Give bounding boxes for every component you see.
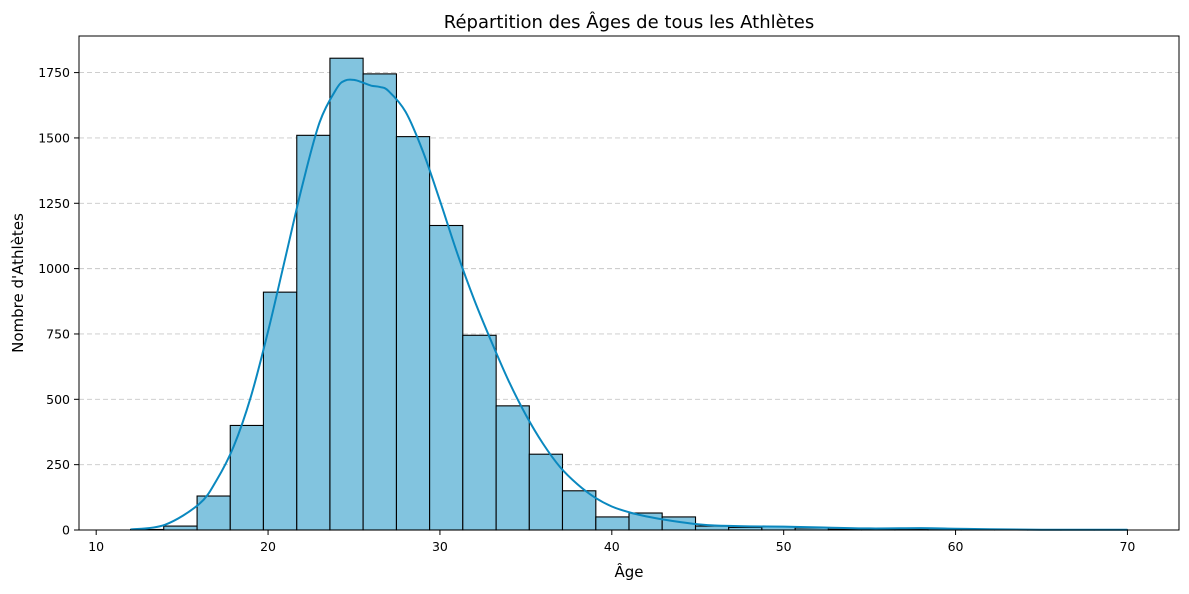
y-tick-label: 250	[46, 457, 70, 472]
histogram-bar	[596, 517, 629, 530]
x-tick-label: 60	[948, 539, 964, 554]
histogram-bar	[562, 491, 595, 530]
histogram-bar	[330, 58, 363, 530]
x-tick-label: 30	[432, 539, 448, 554]
y-tick-label: 1750	[38, 65, 70, 80]
x-tick-label: 20	[260, 539, 276, 554]
y-axis-label: Nombre d'Athlètes	[9, 213, 27, 353]
histogram-bar	[396, 137, 429, 530]
histogram-bar	[529, 454, 562, 530]
histogram-bar	[430, 225, 463, 530]
y-tick-label: 1500	[38, 130, 70, 145]
x-tick-label: 50	[776, 539, 792, 554]
x-axis-label: Âge	[614, 562, 643, 581]
histogram-bar	[164, 526, 197, 530]
grid-lines	[79, 73, 1179, 465]
y-tick-label: 1250	[38, 196, 70, 211]
histogram-bars	[131, 58, 1128, 530]
x-tick-label: 40	[604, 539, 620, 554]
y-tick-label: 750	[46, 326, 70, 341]
histogram-bar	[496, 406, 529, 530]
x-tick-label: 10	[88, 539, 104, 554]
y-tick-label: 1000	[38, 261, 70, 276]
histogram-bar	[363, 74, 396, 530]
histogram-bar	[463, 335, 496, 530]
y-tick-label: 500	[46, 392, 70, 407]
x-tick-label: 70	[1119, 539, 1135, 554]
x-axis-ticks: 10 20 30 40 50 60 70	[88, 530, 1135, 554]
y-tick-label: 0	[62, 523, 70, 538]
histogram-bar	[297, 135, 330, 530]
y-axis-ticks: 0 250 500 750 1000 1250 1500 1750	[38, 65, 79, 537]
chart-title: Répartition des Âges de tous les Athlète…	[444, 11, 814, 33]
